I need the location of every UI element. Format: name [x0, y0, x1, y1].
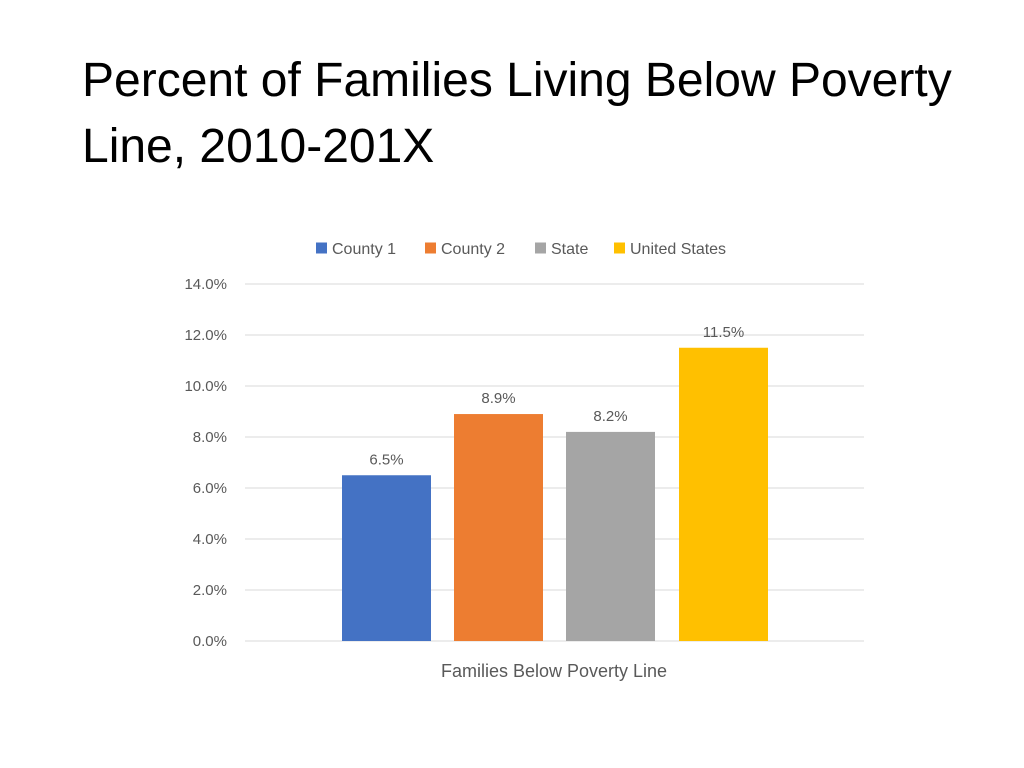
bar-united-states	[679, 347, 768, 641]
y-tick-label: 8.0%	[193, 429, 227, 446]
bar-county-2	[454, 414, 543, 641]
y-tick-label: 2.0%	[193, 582, 227, 599]
data-label: 11.5%	[703, 324, 744, 341]
legend-swatch	[425, 242, 436, 254]
y-axis-tick-labels: 0.0% 2.0% 4.0% 6.0% 8.0% 10.0% 12.0% 14.0%	[184, 276, 227, 650]
legend-swatch	[316, 242, 327, 254]
slide-title: Percent of Families Living Below Poverty…	[82, 54, 952, 173]
y-tick-label: 0.0%	[193, 633, 227, 650]
y-tick-label: 4.0%	[193, 531, 227, 548]
legend: County 1 County 2 State United States	[316, 241, 726, 258]
legend-label: United States	[630, 241, 726, 258]
bar-state	[566, 431, 655, 641]
y-tick-label: 6.0%	[193, 480, 227, 497]
legend-label: County 2	[441, 241, 505, 258]
data-label: 8.9%	[481, 390, 515, 407]
bars	[342, 347, 768, 641]
y-tick-label: 14.0%	[184, 276, 227, 293]
x-axis-category-label: Families Below Poverty Line	[441, 661, 667, 681]
y-tick-label: 12.0%	[184, 327, 227, 344]
data-label: 8.2%	[593, 408, 627, 425]
gridlines	[245, 283, 864, 642]
y-tick-label: 10.0%	[184, 378, 227, 395]
data-label: 6.5%	[369, 451, 403, 468]
data-labels: 6.5% 8.9% 8.2% 11.5%	[369, 324, 744, 469]
legend-swatch	[614, 242, 625, 254]
bar-county-1	[342, 475, 431, 641]
legend-label: State	[551, 241, 588, 258]
legend-swatch	[535, 242, 546, 254]
legend-label: County 1	[332, 241, 396, 258]
